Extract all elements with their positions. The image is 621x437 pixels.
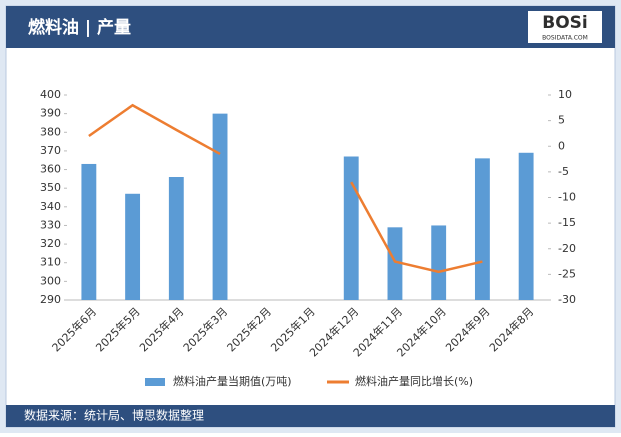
line [88, 103, 483, 274]
y-tick-label: 340 [40, 200, 61, 213]
y2-tick-label: -20 [558, 242, 576, 255]
logo: BOSi [542, 13, 587, 33]
bar [81, 163, 97, 300]
bar [431, 225, 447, 300]
legend-label: 燃料油产量同比增长(%) [355, 374, 473, 388]
y-tick-label: 320 [40, 237, 61, 250]
panel [5, 5, 616, 428]
bar [168, 177, 184, 300]
y2-tick-label: -30 [558, 293, 576, 306]
bar [474, 158, 490, 300]
footer [6, 405, 615, 427]
y2-tick-label: 10 [558, 88, 572, 101]
bar [343, 156, 359, 300]
legend-label: 燃料油产量当期值(万吨) [173, 374, 292, 388]
bar [518, 152, 534, 300]
legend-swatch [145, 378, 165, 386]
y2-tick-label: -5 [558, 165, 569, 178]
bar [212, 113, 228, 301]
header [6, 6, 615, 48]
chart-title: 燃料油 | 产量 [28, 17, 131, 38]
y2-tick-label: -25 [558, 267, 576, 280]
logo-site: BOSIDATA.COM [542, 35, 588, 42]
source: 数据来源：统计局、博思数据整理 [24, 408, 204, 423]
y-tick-label: 310 [40, 256, 61, 269]
y-tick-label: 400 [40, 88, 61, 101]
y-tick-label: 350 [40, 181, 61, 194]
y-tick-label: 330 [40, 218, 61, 231]
y2-tick-label: -15 [558, 216, 576, 229]
y-tick-label: 300 [40, 274, 61, 287]
y-tick-label: 360 [40, 163, 61, 176]
y-tick-label: 370 [40, 144, 61, 157]
logo-box [528, 11, 602, 43]
y-tick-label: 380 [40, 125, 61, 138]
y-tick-label: 290 [40, 293, 61, 306]
y2-tick-label: -10 [558, 191, 576, 204]
y2-tick-label: 0 [558, 139, 565, 152]
bar [387, 227, 403, 300]
y2-tick-label: 5 [558, 114, 565, 127]
bar [125, 193, 141, 300]
y-tick-label: 390 [40, 107, 61, 120]
